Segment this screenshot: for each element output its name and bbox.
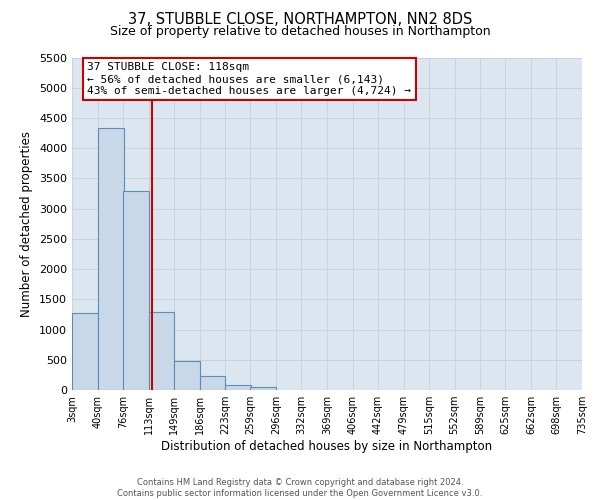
Bar	[72, 313, 98, 390]
Text: 37, STUBBLE CLOSE, NORTHAMPTON, NN2 8DS: 37, STUBBLE CLOSE, NORTHAMPTON, NN2 8DS	[128, 12, 472, 28]
Bar	[225, 385, 251, 390]
Bar	[98, 128, 124, 390]
Text: 37 STUBBLE CLOSE: 118sqm
← 56% of detached houses are smaller (6,143)
43% of sem: 37 STUBBLE CLOSE: 118sqm ← 56% of detach…	[88, 62, 412, 96]
Bar	[149, 312, 175, 390]
Text: Contains HM Land Registry data © Crown copyright and database right 2024.
Contai: Contains HM Land Registry data © Crown c…	[118, 478, 482, 498]
Bar	[123, 191, 149, 390]
Bar	[250, 386, 276, 390]
X-axis label: Distribution of detached houses by size in Northampton: Distribution of detached houses by size …	[161, 440, 493, 453]
Bar	[199, 376, 225, 390]
Text: Size of property relative to detached houses in Northampton: Size of property relative to detached ho…	[110, 25, 490, 38]
Y-axis label: Number of detached properties: Number of detached properties	[20, 130, 34, 317]
Bar	[174, 361, 199, 390]
